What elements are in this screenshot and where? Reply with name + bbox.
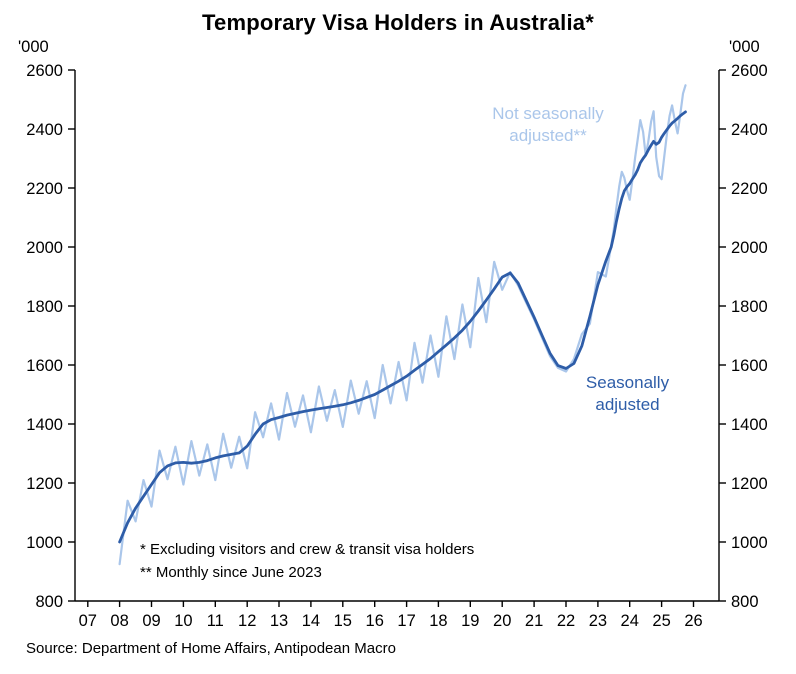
series-line-seasonally-adjusted <box>118 110 687 544</box>
x-tick-label: 18 <box>429 612 447 630</box>
chart-title: Temporary Visa Holders in Australia* <box>202 10 594 35</box>
y-tick-label-left: 2000 <box>26 239 63 257</box>
y-unit-label-left: '000 <box>18 38 49 56</box>
x-tick-label: 07 <box>79 612 97 630</box>
x-tick-label: 16 <box>366 612 384 630</box>
y-tick-label-right: 1200 <box>731 475 768 493</box>
y-tick-label-left: 2600 <box>26 62 63 80</box>
x-tick-label: 25 <box>652 612 670 630</box>
y-tick-label-right: 2400 <box>731 121 768 139</box>
x-tick-label: 24 <box>621 612 639 630</box>
y-tick-label-left: 1600 <box>26 357 63 375</box>
y-tick-label-right: 2600 <box>731 62 768 80</box>
x-tick-label: 10 <box>174 612 192 630</box>
y-tick-label-right: 800 <box>731 593 759 611</box>
source-line: Source: Department of Home Affairs, Anti… <box>26 640 396 657</box>
y-unit-label-right: '000 <box>729 38 760 56</box>
x-tick-label: 20 <box>493 612 511 630</box>
axes: 800 800 1000 1000 1200 1200 1400 1400 1600 1600 18… <box>18 38 768 630</box>
x-tick-label: 26 <box>684 612 702 630</box>
y-tick-label-right: 1600 <box>731 357 768 375</box>
x-tick-label: 17 <box>397 612 415 630</box>
x-tick-label: 21 <box>525 612 543 630</box>
x-tick-label: 14 <box>302 612 320 630</box>
y-tick-label-left: 800 <box>35 593 63 611</box>
y-tick-label-left: 2400 <box>26 121 63 139</box>
y-tick-label-left: 1000 <box>26 534 63 552</box>
x-tick-label: 09 <box>142 612 160 630</box>
y-tick-label-right: 2000 <box>731 239 768 257</box>
y-tick-label-right: 2200 <box>731 180 768 198</box>
x-tick-label: 08 <box>110 612 128 630</box>
x-tick-label: 11 <box>207 612 224 630</box>
y-tick-label-right: 1800 <box>731 298 768 316</box>
series-line-not-seasonally-adjusted <box>118 84 687 566</box>
x-tick-label: 13 <box>270 612 288 630</box>
footnote-excluding-visitors: * Excluding visitors and crew & transit … <box>140 541 475 558</box>
y-tick-label-left: 2200 <box>26 180 63 198</box>
footnotes: * Excluding visitors and crew & transit … <box>140 538 474 584</box>
annotation-seasonally-adjusted: Seasonally adjusted <box>585 373 670 414</box>
x-tick-label: 19 <box>461 612 479 630</box>
y-tick-label-left: 1400 <box>26 416 63 434</box>
footnote-monthly-since: ** Monthly since June 2023 <box>140 564 322 581</box>
y-tick-label-left: 1200 <box>26 475 63 493</box>
annotation-not-seasonally-adjusted: Not seasonally adjusted** <box>492 104 604 145</box>
y-tick-label-left: 1800 <box>26 298 63 316</box>
x-tick-label: 12 <box>238 612 256 630</box>
x-tick-label: 22 <box>557 612 575 630</box>
y-tick-label-right: 1000 <box>731 534 768 552</box>
x-tick-label: 23 <box>589 612 607 630</box>
y-tick-label-right: 1400 <box>731 416 768 434</box>
x-tick-label: 15 <box>334 612 352 630</box>
